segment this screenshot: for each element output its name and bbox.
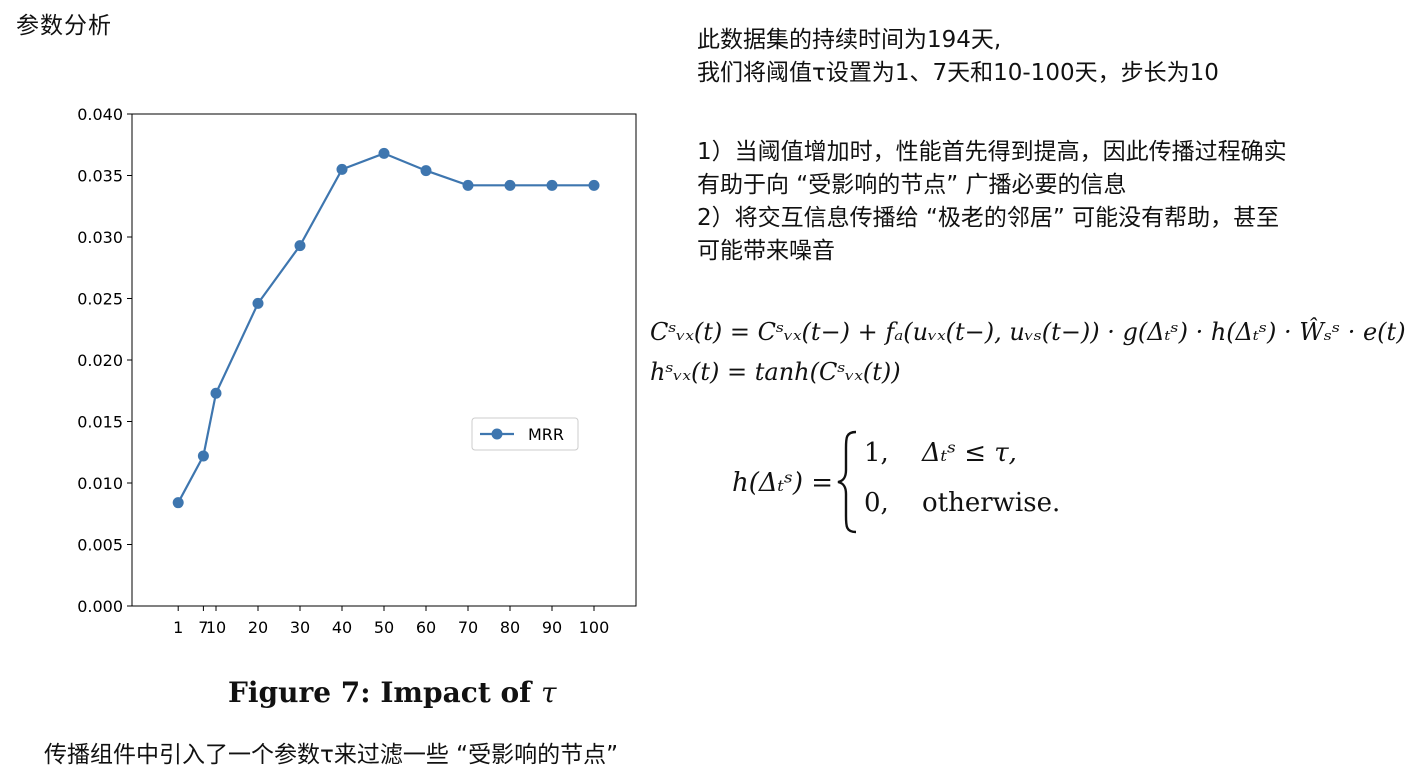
data-point-mrr xyxy=(172,497,184,509)
x-tick-label: 20 xyxy=(248,618,268,637)
threshold-case-1: 1, Δₜˢ ≤ τ, xyxy=(864,438,1017,468)
y-tick-label: 0.000 xyxy=(77,597,123,616)
legend-marker-mrr xyxy=(491,428,503,440)
figure-caption: Figure 7: Impact of τ xyxy=(228,676,556,709)
figure-caption-prefix: Figure 7: Impact of xyxy=(228,676,541,709)
legend-label-mrr: MRR xyxy=(528,425,564,444)
data-point-mrr xyxy=(588,179,600,191)
left-brace-icon xyxy=(837,430,857,534)
y-tick-label: 0.025 xyxy=(77,290,123,309)
series-line-mrr xyxy=(177,152,594,504)
x-tick-label: 50 xyxy=(374,618,394,637)
threshold-case-2: 0, otherwise. xyxy=(864,488,1060,518)
y-tick-label: 0.040 xyxy=(77,105,123,124)
data-point-mrr xyxy=(252,297,264,309)
description-line-2: 我们将阈值τ设置为1、7天和10-100天，步长为10 xyxy=(697,60,1219,86)
x-tick-label: 90 xyxy=(542,618,562,637)
case-2-value: 0, xyxy=(864,488,889,518)
case-1-value: 1, xyxy=(864,438,889,468)
x-tick-label: 70 xyxy=(458,618,478,637)
data-point-mrr xyxy=(504,179,516,191)
x-tick-label: 80 xyxy=(500,618,520,637)
data-point-mrr xyxy=(378,147,390,159)
finding-1-line-2: 有助于向 “受影响的节点” 广播必要的信息 xyxy=(697,172,1127,198)
x-tick-label: 1 xyxy=(173,618,183,637)
finding-2-line-1: 2）将交互信息传播给 “极老的邻居” 可能没有帮助，甚至 xyxy=(697,205,1280,231)
x-tick-label: 60 xyxy=(416,618,436,637)
dataset-description: 此数据集的持续时间为194天, 我们将阈值τ设置为1、7天和10-100天，步长… xyxy=(697,24,1219,90)
propagation-equations: Cˢᵥₓ(t) = Cˢᵥₓ(t−) + fₐ(uᵥₓ(t−), uᵥₛ(t−)… xyxy=(650,312,1406,392)
x-tick-label: 40 xyxy=(332,618,352,637)
finding-1-line-1: 1）当阈值增加时，性能首先得到提高，因此传播过程确实 xyxy=(697,139,1287,165)
data-point-mrr xyxy=(420,165,432,177)
data-point-mrr xyxy=(210,387,222,399)
description-line-1: 此数据集的持续时间为194天, xyxy=(697,27,1002,53)
data-point-mrr xyxy=(546,179,558,191)
x-tick-label: 10 xyxy=(206,618,226,637)
case-2-condition: otherwise. xyxy=(922,488,1061,518)
y-tick-label: 0.030 xyxy=(77,228,123,247)
threshold-function-lhs: h(Δₜˢ) = xyxy=(732,468,834,498)
y-tick-label: 0.015 xyxy=(77,413,123,432)
data-point-mrr xyxy=(336,163,348,175)
legend-box xyxy=(471,417,579,451)
slide-title: 参数分析 xyxy=(16,13,112,39)
x-tick-label: 100 xyxy=(579,618,610,637)
figure-caption-symbol: τ xyxy=(540,676,557,709)
equation-cell-update: Cˢᵥₓ(t) = Cˢᵥₓ(t−) + fₐ(uᵥₓ(t−), uᵥₛ(t−)… xyxy=(650,318,1406,346)
x-tick-label: 30 xyxy=(290,618,310,637)
mrr-line-chart: 0.000 0.005 0.010 0.015 0.020 0.025 0.030 0.035… xyxy=(40,96,650,656)
data-point-mrr xyxy=(462,179,474,191)
y-tick-label: 0.005 xyxy=(77,536,123,555)
y-tick-label: 0.035 xyxy=(77,167,123,186)
case-1-condition: Δₜˢ ≤ τ, xyxy=(922,438,1017,468)
x-tick-label: 7 xyxy=(198,618,208,637)
findings-list: 1）当阈值增加时，性能首先得到提高，因此传播过程确实 有助于向 “受影响的节点”… xyxy=(697,136,1287,268)
data-point-mrr xyxy=(294,240,306,252)
bottom-note: 传播组件中引入了一个参数τ来过滤一些 “受影响的节点” xyxy=(44,742,618,768)
chart-canvas: 0.000 0.005 0.010 0.015 0.020 0.025 0.030 0.035… xyxy=(77,105,637,637)
y-tick-label: 0.010 xyxy=(77,474,123,493)
plot-frame xyxy=(131,113,637,607)
finding-2-line-2: 可能带来噪音 xyxy=(697,238,835,264)
data-point-mrr xyxy=(197,450,209,462)
equation-hidden-state: hˢᵥₓ(t) = tanh(Cˢᵥₓ(t)) xyxy=(650,358,901,386)
y-tick-label: 0.020 xyxy=(77,351,123,370)
